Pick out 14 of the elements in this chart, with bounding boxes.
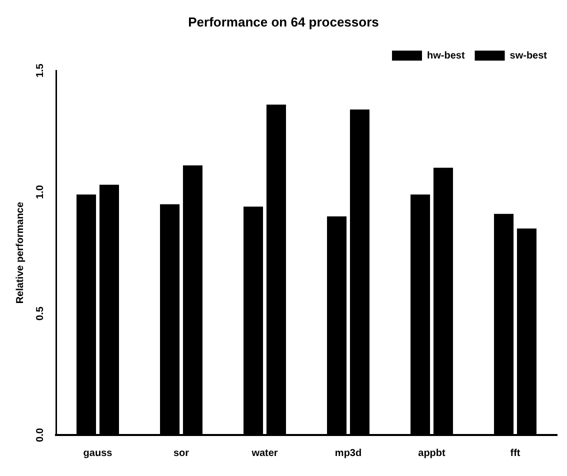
legend-label: sw-best bbox=[510, 50, 548, 62]
x-tick-label: appbt bbox=[418, 448, 446, 459]
legend-label: hw-best bbox=[426, 50, 466, 62]
x-tick-label: fft bbox=[510, 448, 521, 459]
x-tick-label: gauss bbox=[83, 448, 113, 459]
y-tick-label: 0.0 bbox=[34, 428, 46, 442]
y-tick-label: 1.0 bbox=[34, 184, 46, 200]
x-tick-label: water bbox=[250, 448, 278, 459]
y-tick-label: 1.5 bbox=[34, 63, 46, 78]
y-tick-label: 0.5 bbox=[34, 306, 46, 320]
x-tick-label: sor bbox=[173, 448, 190, 459]
chart-title: Performance on 64 processors bbox=[188, 14, 379, 30]
y-axis-title: Relative performance bbox=[14, 202, 26, 304]
x-tick-label: mp3d bbox=[334, 448, 362, 459]
